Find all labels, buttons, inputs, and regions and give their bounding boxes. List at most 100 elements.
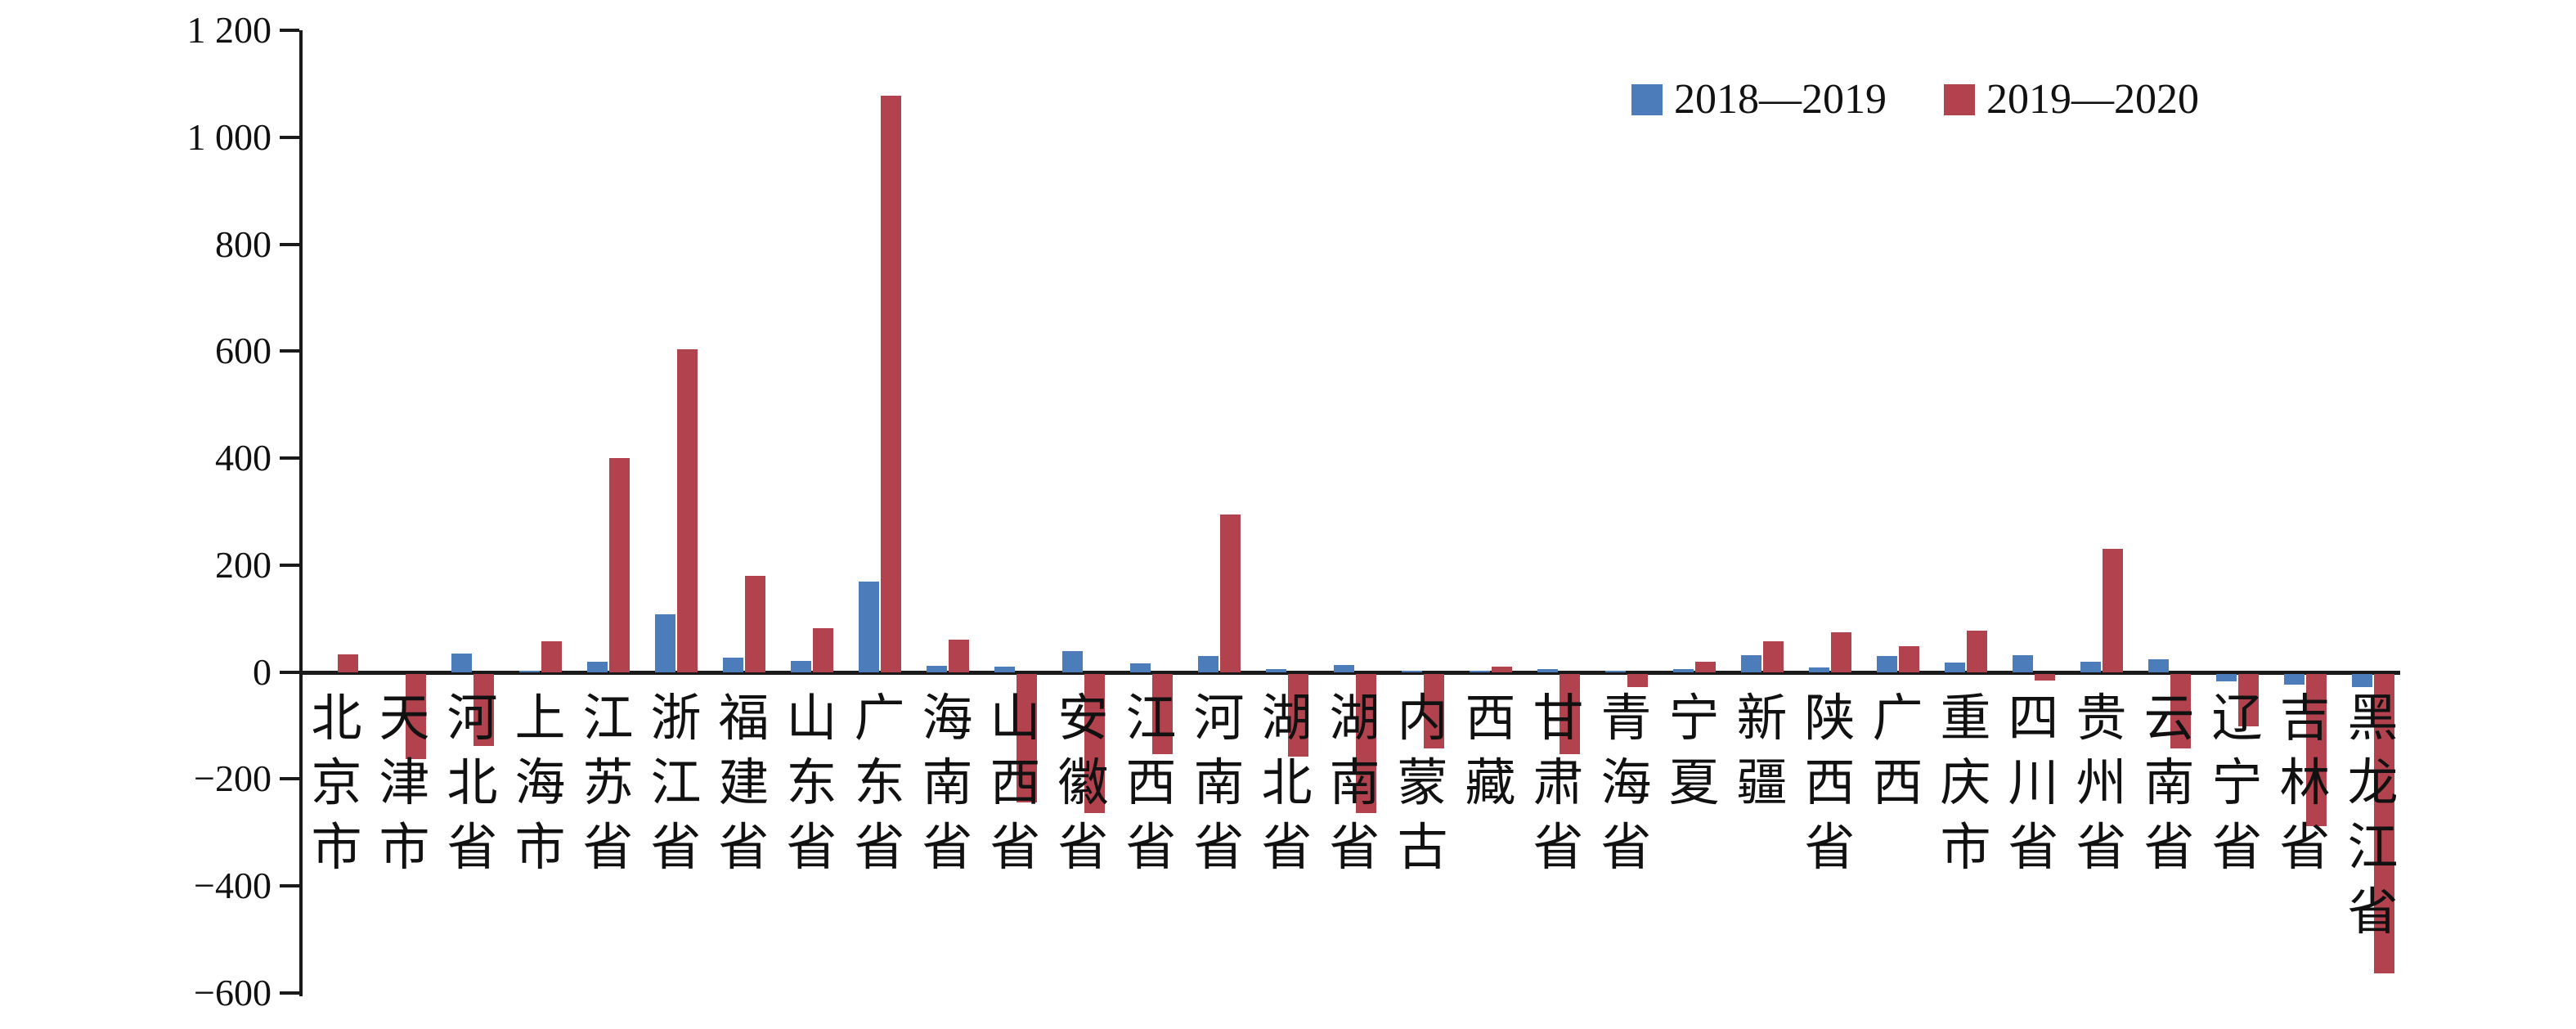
bar-2019—2020-四川省 — [2034, 673, 2055, 681]
x-axis-label-char: 辽 — [2211, 690, 2263, 747]
y-tick-label: 1 000 — [186, 115, 272, 158]
bar-2018—2019-浙江省 — [654, 614, 675, 672]
x-axis-label-char: 古 — [1397, 820, 1448, 876]
x-axis-label: 甘肃省 — [1524, 687, 1593, 881]
bar-2019—2020-吉林省 — [2305, 673, 2327, 826]
x-axis-label-char: 省 — [990, 820, 1041, 876]
bar-2019—2020-河南省 — [1219, 514, 1241, 672]
x-axis-label-char: 省 — [582, 820, 634, 876]
x-axis-label: 云南省 — [2135, 687, 2204, 881]
x-axis-label-char: 夏 — [1668, 755, 1720, 811]
y-tick-label: 600 — [215, 330, 272, 372]
x-axis-label-char: 海 — [1600, 755, 1652, 811]
bar-2019—2020-山西省 — [1016, 673, 1037, 802]
x-axis-label-char: 省 — [2347, 884, 2399, 941]
x-axis-label-char: 疆 — [1736, 755, 1788, 811]
x-axis-label-char: 陕 — [1804, 690, 1856, 747]
x-axis-label: 吉林省 — [2271, 687, 2340, 881]
x-axis-label-char: 西 — [1872, 755, 1923, 811]
y-tick — [280, 670, 299, 674]
legend-label: 2019—2020 — [1986, 76, 2199, 123]
legend-swatch-icon — [1631, 84, 1663, 115]
x-axis-label-char: 内 — [1397, 690, 1448, 747]
x-axis-label: 山东省 — [778, 687, 846, 881]
y-tick-label: 1 200 — [186, 9, 272, 51]
x-axis-label-char: 西 — [1804, 755, 1856, 811]
x-axis-label-char: 市 — [1940, 820, 1991, 876]
bar-2019—2020-北京市 — [337, 654, 358, 672]
x-axis-label: 贵州省 — [2067, 687, 2136, 881]
x-axis-label-char: 新 — [1736, 690, 1788, 747]
x-axis-label-char: 建 — [718, 755, 770, 811]
bar-2018—2019-河北省 — [451, 653, 472, 672]
x-axis-label-char: 蒙 — [1397, 755, 1448, 811]
x-axis-label-char: 省 — [1329, 820, 1380, 876]
x-axis-label-char: 省 — [2008, 820, 2059, 876]
x-axis-label-char: 省 — [1057, 820, 1109, 876]
x-axis-label: 安徽省 — [1049, 687, 1118, 881]
x-axis-label-char: 南 — [1193, 755, 1245, 811]
x-axis-label-char: 省 — [1804, 820, 1856, 876]
x-axis-label-char: 江 — [650, 755, 702, 811]
x-axis-label: 辽宁省 — [2203, 687, 2272, 881]
bar-2018—2019-广东省 — [858, 581, 879, 672]
legend: 2018—2019 2019—2020 — [1631, 79, 2256, 121]
bar-2019—2020-云南省 — [2170, 673, 2191, 749]
bar-2018—2019-江西省 — [1129, 663, 1151, 672]
x-axis-label-char: 江 — [1125, 690, 1177, 747]
x-axis-label-char: 林 — [2279, 755, 2331, 811]
bar-2019—2020-福建省 — [744, 575, 765, 672]
bar-2019—2020-辽宁省 — [2237, 673, 2259, 726]
bar-2018—2019-贵州省 — [2080, 662, 2101, 672]
bar-2019—2020-宁夏 — [1694, 661, 1716, 672]
x-axis-line — [299, 670, 2400, 675]
x-axis-label-char: 江 — [2347, 820, 2399, 876]
x-axis-label: 四川省 — [1999, 687, 2068, 881]
x-axis-label-char: 省 — [1193, 820, 1245, 876]
legend-swatch-icon — [1944, 84, 1975, 115]
x-axis-label-char: 州 — [2076, 755, 2127, 811]
x-axis-label: 北京市 — [303, 687, 371, 881]
x-axis-label-char: 北 — [311, 690, 362, 747]
bar-2018—2019-江苏省 — [586, 661, 608, 672]
x-axis-label-char: 海 — [514, 755, 566, 811]
x-axis-label-char: 藏 — [1465, 755, 1516, 811]
bar-2018—2019-上海市 — [518, 670, 540, 672]
legend-item-2019—2020: 2019—2020 — [1944, 79, 2199, 121]
x-axis-label-char: 湖 — [1329, 690, 1380, 747]
x-axis-label-char: 省 — [718, 820, 770, 876]
bar-2018—2019-陕西省 — [1808, 667, 1829, 672]
x-axis-label-char: 浙 — [650, 690, 702, 747]
x-axis-label-char: 天 — [379, 690, 430, 747]
bar-2018—2019-甘肃省 — [1537, 669, 1558, 672]
bar-2019—2020-陕西省 — [1830, 632, 1851, 672]
x-axis-label: 河北省 — [438, 687, 507, 881]
x-axis-label: 天津市 — [370, 687, 439, 881]
x-axis-label: 江苏省 — [574, 687, 643, 881]
x-axis-label-char: 苏 — [582, 755, 634, 811]
x-axis-label-char: 川 — [2008, 755, 2059, 811]
bar-2019—2020-重庆市 — [1966, 630, 1987, 672]
bar-2018—2019-广西 — [1876, 656, 1897, 672]
x-axis-label: 江西省 — [1117, 687, 1186, 881]
x-axis-label-char: 吉 — [2279, 690, 2331, 747]
bar-2019—2020-湖北省 — [1287, 673, 1308, 757]
x-axis-label-char: 河 — [447, 690, 498, 747]
bar-2018—2019-新疆 — [1740, 654, 1761, 672]
x-axis-label-char: 四 — [2008, 690, 2059, 747]
y-tick — [280, 349, 299, 353]
x-axis-label-char: 省 — [854, 820, 905, 876]
x-axis-label: 宁夏 — [1660, 687, 1729, 816]
bar-2018—2019-安徽省 — [1061, 650, 1083, 672]
bar-2018—2019-四川省 — [2012, 655, 2033, 672]
bar-2018—2019-湖北省 — [1265, 669, 1286, 672]
y-tick-label: −200 — [194, 757, 272, 800]
y-tick — [280, 456, 299, 461]
bar-2019—2020-黑龙江省 — [2373, 673, 2394, 973]
y-tick-label: 0 — [253, 650, 272, 693]
x-axis-label-char: 京 — [311, 755, 362, 811]
y-tick-label: −400 — [194, 865, 272, 907]
x-axis-label-char: 省 — [922, 820, 973, 876]
x-axis-label-char: 上 — [514, 690, 566, 747]
y-axis-line — [299, 30, 303, 996]
